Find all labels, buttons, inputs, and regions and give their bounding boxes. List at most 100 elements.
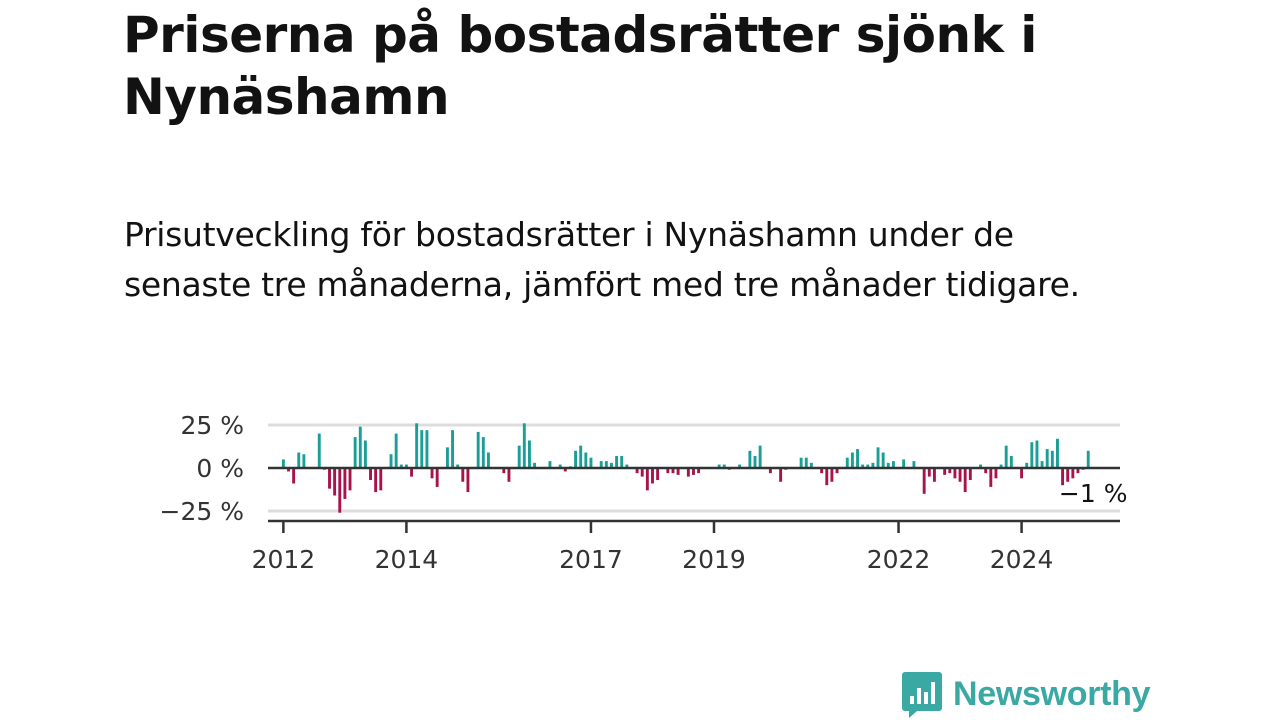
bar	[686, 468, 690, 477]
newsworthy-logo-text: Newsworthy	[953, 674, 1151, 713]
bar	[912, 461, 916, 468]
bar	[958, 468, 962, 482]
bar	[486, 452, 490, 468]
bar	[1025, 462, 1029, 468]
bar	[579, 445, 583, 468]
bar	[363, 440, 367, 468]
bar	[948, 468, 952, 474]
bar	[861, 464, 865, 468]
bar	[589, 457, 593, 468]
bar	[645, 468, 649, 491]
bar	[548, 461, 552, 468]
bar	[1045, 449, 1049, 468]
x-tick-label: 2024	[990, 545, 1054, 574]
bar	[466, 468, 470, 493]
x-tick-label: 2017	[559, 545, 623, 574]
bar	[604, 461, 608, 468]
bar	[968, 468, 972, 481]
bar	[886, 462, 890, 468]
bar	[527, 440, 531, 468]
bar	[902, 459, 906, 468]
bar	[943, 468, 947, 475]
axis-layer: 25 % 0 % −25 % 2012 2014 2017 2019 2022 2024	[160, 411, 1120, 574]
bar	[830, 468, 834, 482]
bar	[753, 455, 757, 468]
y-tick-label: 0 %	[196, 454, 244, 483]
y-tick-label: −25 %	[160, 497, 244, 526]
bar	[779, 468, 783, 482]
bar	[835, 468, 839, 474]
bar	[481, 437, 485, 468]
bar	[476, 431, 480, 468]
bar	[317, 433, 321, 468]
bar	[620, 455, 624, 468]
bar	[820, 468, 824, 474]
grid-layer	[268, 423, 1120, 513]
bar	[963, 468, 967, 493]
bar	[404, 464, 408, 468]
bar	[328, 468, 331, 489]
bar	[989, 468, 993, 487]
bar	[666, 468, 670, 474]
bar	[348, 468, 352, 491]
bar	[533, 462, 537, 468]
bar	[563, 468, 567, 472]
bar	[999, 464, 1003, 468]
bar	[302, 454, 306, 468]
bar	[876, 447, 880, 468]
x-tick-label: 2022	[867, 545, 931, 574]
bar	[722, 464, 726, 468]
bar-layer	[281, 423, 1090, 513]
bar	[799, 457, 803, 468]
bar	[692, 468, 695, 475]
bar	[676, 468, 680, 475]
bar	[435, 468, 439, 487]
bar	[415, 423, 419, 468]
bar	[399, 464, 403, 468]
bar	[1086, 450, 1090, 468]
bar	[410, 468, 413, 477]
bar	[445, 447, 449, 468]
bar	[748, 450, 752, 468]
bar	[1076, 468, 1080, 474]
bar	[353, 437, 357, 468]
bar	[809, 462, 813, 468]
bar	[599, 461, 603, 468]
bar	[379, 468, 383, 491]
bar	[574, 450, 578, 468]
bar	[461, 468, 465, 482]
bar	[651, 468, 654, 484]
bar	[979, 464, 983, 468]
bar	[517, 445, 521, 468]
bar	[425, 430, 429, 468]
last-value-label: −1 %	[1059, 479, 1128, 508]
chart-subtitle: Prisutveckling för bostadsrätter i Nynäs…	[124, 215, 1080, 304]
bar	[1056, 438, 1059, 468]
bar	[871, 462, 875, 468]
bar	[866, 464, 870, 468]
bar	[1061, 468, 1065, 486]
bar	[430, 468, 434, 479]
bar	[456, 464, 460, 468]
x-tick-label: 2019	[682, 545, 746, 574]
bar	[825, 468, 829, 486]
bar	[1035, 440, 1039, 468]
bar	[1009, 455, 1013, 468]
bar	[584, 452, 588, 468]
bar	[420, 430, 424, 468]
bar	[374, 468, 378, 493]
bar	[615, 455, 619, 468]
bar	[1071, 468, 1075, 479]
x-tick-label: 2012	[252, 545, 316, 574]
bar	[891, 461, 895, 468]
bar	[922, 468, 926, 494]
bar	[451, 430, 454, 468]
bar	[625, 464, 629, 468]
bar	[522, 423, 526, 468]
bar	[358, 426, 362, 468]
bar	[953, 468, 957, 479]
bar	[343, 468, 347, 499]
page-title: Priserna på bostadsrätter sjönk i Nynäsh…	[123, 6, 1037, 126]
bar	[656, 468, 660, 481]
bar	[804, 457, 808, 468]
